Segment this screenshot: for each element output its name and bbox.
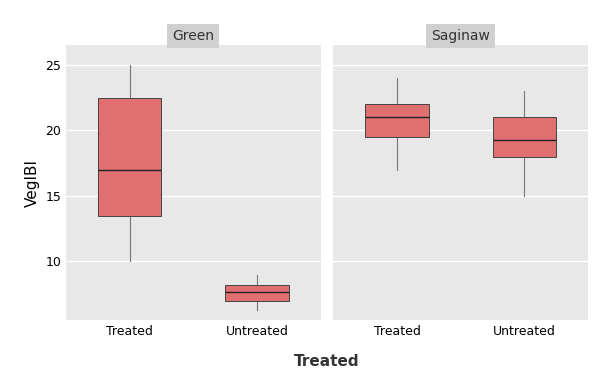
Title: Green: Green: [172, 29, 214, 43]
PathPatch shape: [493, 117, 556, 156]
Text: Treated: Treated: [294, 354, 360, 369]
Y-axis label: VegIBI: VegIBI: [25, 159, 40, 207]
Title: Saginaw: Saginaw: [431, 29, 490, 43]
PathPatch shape: [98, 98, 161, 216]
PathPatch shape: [365, 104, 429, 137]
PathPatch shape: [225, 285, 289, 301]
